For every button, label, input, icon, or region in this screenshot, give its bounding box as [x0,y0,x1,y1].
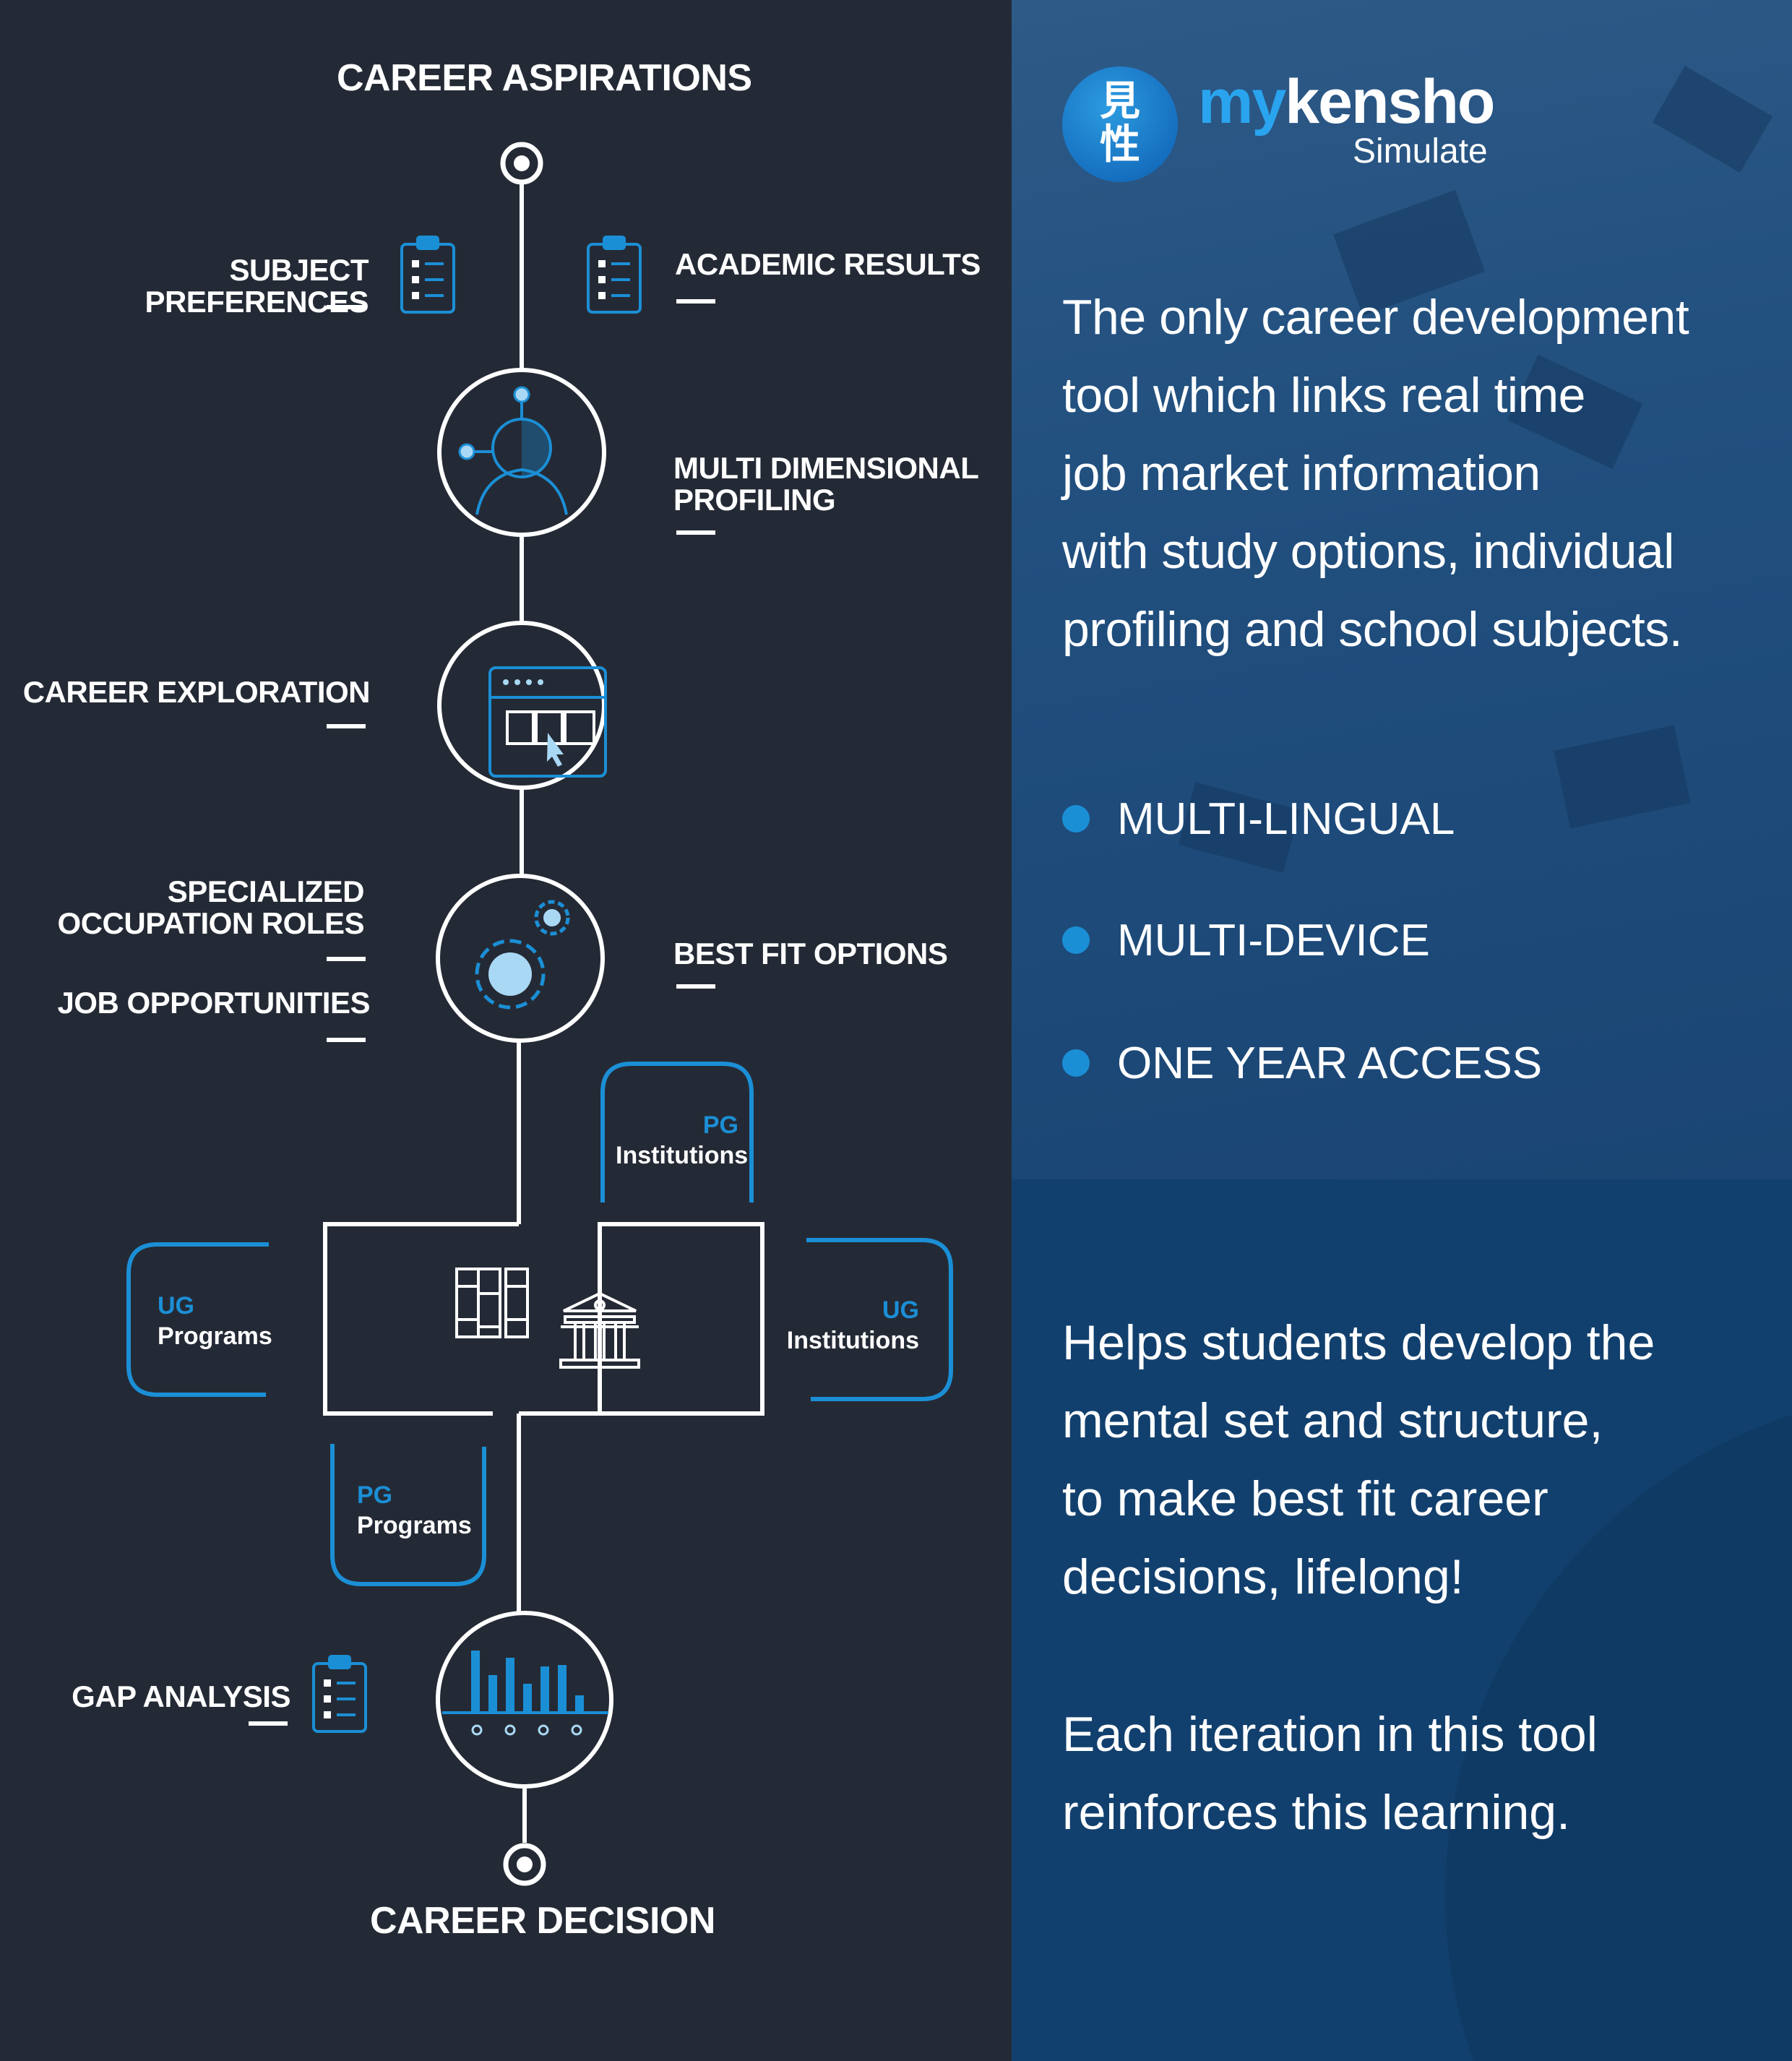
info-panel: 見 性 mykensho Simulate The only career de… [1012,0,1792,2061]
career-flow-diagram [126,142,953,1886]
tagline: The only career development tool which l… [1062,290,1689,657]
pg-programs-frame [330,1444,486,1586]
brand-product: Simulate [1353,132,1488,171]
logo-kanji-top: 見 [1100,77,1140,125]
clipboard-list-icon [312,1655,367,1733]
best-fit-options-label: BEST FIT OPTIONS [673,937,948,971]
feature-one-year-access: ONE YEAR ACCESS [1062,1038,1542,1089]
browser-window-icon [437,621,607,790]
institution-building-icon [559,1291,640,1369]
bullet-icon [1062,926,1090,954]
profile-person-icon [437,368,606,537]
mykensho-logo-icon: 見 性 [1062,66,1178,182]
clipboard-list-icon [587,236,642,314]
career-exploration-label: CAREER EXPLORATION [22,675,371,709]
ug-institutions-frame [806,1238,953,1401]
mission-text: Helps students develop the mental set an… [1062,1315,1655,1604]
books-icon [455,1268,529,1338]
ug-programs-label: UG Programs [158,1292,272,1350]
bar-chart-icon [436,1611,613,1789]
specialized-occupation-roles-label: SPECIALIZED OCCUPATION ROLES [57,874,365,940]
feature-multi-device: MULTI-DEVICE [1062,915,1430,966]
logo-kanji-bottom: 性 [1100,121,1140,168]
ug-programs-frame [126,1242,269,1397]
mission-background [1012,1179,1792,2061]
subject-preferences-label: SUBJECT PREFERENCES [145,253,369,319]
pg-programs-label: PG Programs [357,1481,472,1539]
career-flow-panel: CAREER ASPIRATIONS CAREER DECISION SUBJE… [22,57,981,1942]
pg-institutions-frame [600,1062,754,1202]
reinforce-text: Each iteration in this tool reinforces t… [1062,1707,1598,1840]
pg-institutions-label: PG Institutions [616,1111,749,1169]
bullet-icon [1062,1049,1090,1077]
ug-institutions-label: UG Institutions [786,1296,919,1354]
hero-background [1012,0,1792,1179]
feature-multi-lingual: MULTI-LINGUAL [1062,793,1455,845]
career-decision-title: CAREER DECISION [370,1900,715,1942]
career-aspirations-node-icon [500,142,543,185]
brand-name: mykensho [1198,67,1495,137]
bullet-icon [1062,804,1090,832]
academic-results-label: ACADEMIC RESULTS [675,247,981,281]
label-underlines [249,299,715,1726]
career-aspirations-title: CAREER ASPIRATIONS [337,57,752,99]
gap-analysis-label: GAP ANALYSIS [72,1679,290,1713]
clipboard-list-icon [400,236,455,314]
multi-dimensional-profiling-label: MULTI DIMENSIONAL PROFILING [673,451,979,517]
gears-icon [436,874,605,1043]
job-opportunities-label: JOB OPPORTUNITIES [57,986,370,1020]
career-decision-node-icon [503,1843,546,1886]
